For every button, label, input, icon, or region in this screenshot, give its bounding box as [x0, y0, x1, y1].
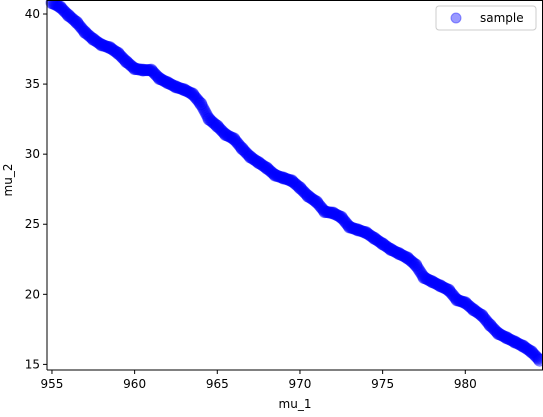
legend-label: sample: [480, 11, 524, 25]
y-tick-label: 40: [25, 7, 40, 21]
x-tick-label: 955: [41, 377, 64, 391]
y-tick-label: 30: [25, 147, 40, 161]
y-tick-label: 20: [25, 287, 40, 301]
x-tick-label: 980: [454, 377, 477, 391]
legend-marker: [451, 13, 461, 23]
data-points: [46, 0, 543, 366]
x-tick-label: 965: [206, 377, 229, 391]
x-axis-label: mu_1: [279, 397, 312, 411]
tick-marks: 955 960 965 970 975 980 15 20 25 30 35 40: [25, 7, 477, 391]
y-axis-label: mu_2: [1, 164, 15, 197]
legend: sample: [436, 6, 536, 30]
x-tick-label: 970: [289, 377, 312, 391]
y-tick-label: 25: [25, 217, 40, 231]
x-tick-label: 960: [123, 377, 146, 391]
y-tick-label: 35: [25, 77, 40, 91]
data-point: [534, 354, 543, 366]
y-tick-label: 15: [25, 357, 40, 371]
x-tick-label: 975: [371, 377, 394, 391]
